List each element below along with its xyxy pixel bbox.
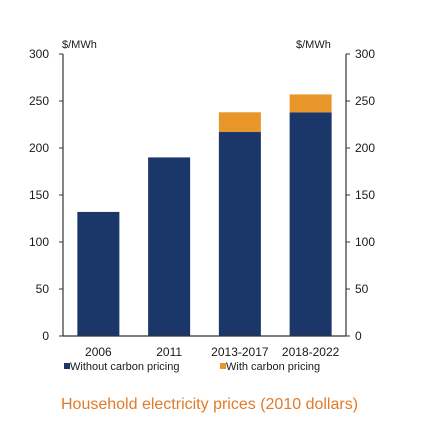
y-tick-label-right: 200	[355, 141, 375, 155]
y-tick-label-right: 250	[355, 94, 375, 108]
y-tick-label-right: 0	[355, 329, 362, 343]
x-tick-label: 2006	[85, 345, 112, 359]
legend-label-0: Without carbon pricing	[70, 361, 179, 373]
y-axis-unit-left: $/MWh	[62, 39, 97, 51]
y-tick-label-left: 250	[29, 94, 49, 108]
bar-without-carbon-2011	[148, 157, 191, 336]
bar-without-carbon-2006	[77, 211, 120, 336]
y-tick-label-right: 150	[355, 188, 375, 202]
y-tick-label-left: 50	[36, 282, 50, 296]
y-tick-label-right: 50	[355, 282, 369, 296]
y-tick-label-left: 100	[29, 235, 49, 249]
legend-swatch-1	[220, 363, 226, 369]
legend: Without carbon pricing With carbon pricin…	[64, 361, 320, 373]
bar-with-carbon-2013-2017	[218, 112, 261, 133]
x-tick-label: 2013-2017	[211, 345, 269, 359]
x-tick-label: 2011	[156, 345, 182, 359]
ticks-group: 0 0 50 50 100 100 150 150 200 200 250 250 300 300 2006…	[29, 47, 375, 359]
bar-without-carbon-2018-2022	[289, 112, 332, 336]
y-tick-label-left: 150	[29, 188, 49, 202]
bars-group	[77, 94, 332, 336]
y-tick-label-right: 300	[355, 47, 375, 61]
bar-with-carbon-2018-2022	[289, 94, 332, 113]
chart-caption: Household electricity prices (2010 dolla…	[61, 396, 358, 413]
y-tick-label-right: 100	[355, 235, 375, 249]
y-tick-label-left: 300	[29, 47, 49, 61]
y-tick-label-left: 200	[29, 141, 49, 155]
y-tick-label-left: 0	[42, 329, 49, 343]
x-tick-label: 2018-2022	[282, 345, 340, 359]
legend-swatch-0	[64, 363, 70, 369]
legend-label-1: With carbon pricing	[226, 361, 320, 373]
bar-without-carbon-2013-2017	[218, 132, 261, 336]
y-axis-unit-right: $/MWh	[296, 39, 331, 51]
